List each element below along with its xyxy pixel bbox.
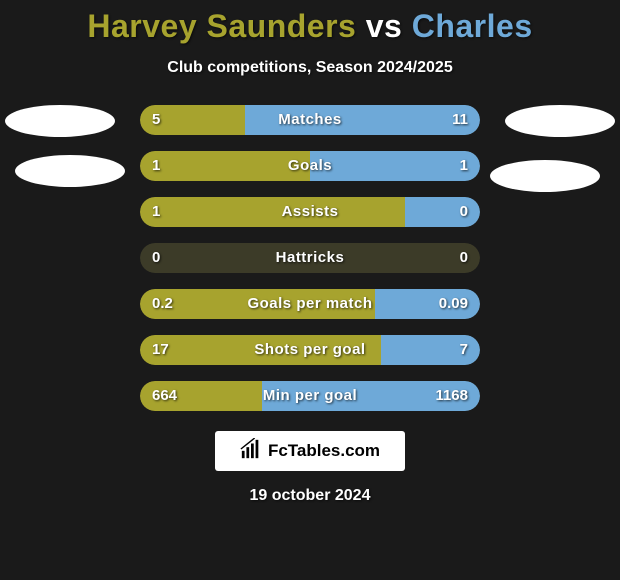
stat-label: Min per goal [140, 381, 480, 411]
stat-label: Shots per goal [140, 335, 480, 365]
comparison-title: Harvey Saunders vs Charles [0, 0, 620, 45]
stat-row: 6641168Min per goal [140, 381, 480, 411]
player2-name: Charles [412, 8, 533, 44]
stat-label: Matches [140, 105, 480, 135]
stat-row: 177Shots per goal [140, 335, 480, 365]
stat-label: Goals [140, 151, 480, 181]
stat-row: 11Goals [140, 151, 480, 181]
team-badge-placeholder [5, 105, 115, 137]
stat-rows: 511Matches 11Goals 10Assists 00Hattricks 0.2… [140, 105, 480, 411]
team-badge-placeholder [490, 160, 600, 192]
stat-label: Hattricks [140, 243, 480, 273]
team-badge-placeholder [505, 105, 615, 137]
stat-row: 00Hattricks [140, 243, 480, 273]
vs-text: vs [366, 8, 403, 44]
stat-row: 511Matches [140, 105, 480, 135]
footer-date: 19 october 2024 [0, 487, 620, 505]
subtitle: Club competitions, Season 2024/2025 [0, 59, 620, 77]
stat-label: Assists [140, 197, 480, 227]
chart-area: 511Matches 11Goals 10Assists 00Hattricks 0.2… [0, 105, 620, 411]
team-badge-placeholder [15, 155, 125, 187]
footer-logo: FcTables.com [215, 431, 405, 471]
player1-name: Harvey Saunders [87, 8, 356, 44]
brand-text: FcTables.com [268, 441, 380, 461]
stat-row: 0.20.09Goals per match [140, 289, 480, 319]
stat-row: 10Assists [140, 197, 480, 227]
stat-label: Goals per match [140, 289, 480, 319]
chart-bars-icon [240, 438, 262, 465]
